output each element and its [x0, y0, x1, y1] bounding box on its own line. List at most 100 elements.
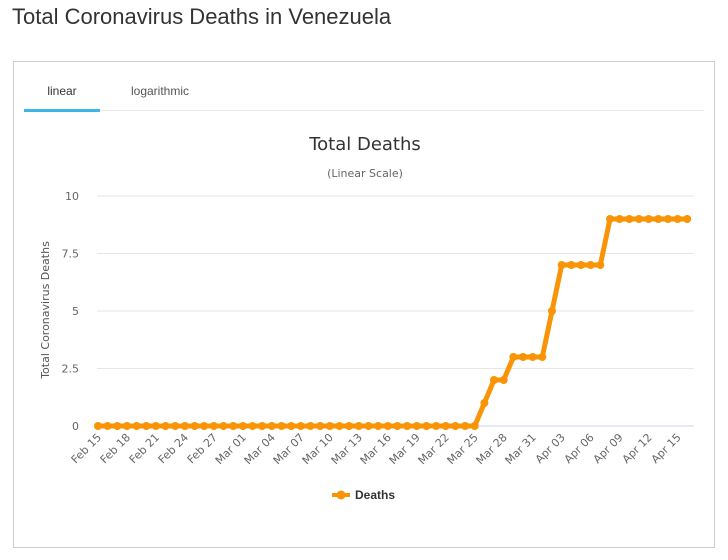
x-tick-label: Feb 18 [98, 431, 133, 466]
data-point[interactable] [403, 422, 412, 430]
data-point[interactable] [557, 261, 566, 269]
data-point[interactable] [528, 353, 537, 361]
data-point[interactable] [142, 422, 151, 430]
x-tick-label: Mar 25 [445, 431, 481, 467]
data-point[interactable] [267, 422, 276, 430]
data-point[interactable] [470, 422, 479, 430]
x-tick-label: Feb 24 [156, 431, 191, 466]
data-point[interactable] [548, 307, 556, 315]
x-tick-label: Mar 22 [416, 431, 452, 467]
data-point[interactable] [258, 422, 267, 430]
x-tick-label: Mar 28 [474, 431, 510, 467]
data-point[interactable] [606, 215, 614, 223]
data-point[interactable] [335, 422, 344, 430]
x-tick-label: Mar 13 [329, 431, 365, 467]
page-title: Total Coronavirus Deaths in Venezuela [12, 4, 392, 29]
data-point[interactable] [663, 215, 672, 223]
y-tick-label: 0 [72, 420, 79, 433]
data-point[interactable] [122, 422, 131, 430]
data-point[interactable] [644, 215, 653, 223]
data-point[interactable] [625, 215, 634, 223]
chart: Total Deaths (Linear Scale) 0 2.5 5 7.5 10 F… [39, 134, 694, 502]
chart-panel: linear logarithmic Total Deaths (Linear … [13, 61, 715, 548]
data-point[interactable] [200, 422, 209, 430]
data-point[interactable] [171, 422, 180, 430]
data-point[interactable] [683, 215, 692, 223]
data-point[interactable] [673, 215, 682, 223]
data-point[interactable] [383, 422, 392, 430]
data-point[interactable] [190, 422, 199, 430]
y-axis-label: Total Coronavirus Deaths [39, 241, 52, 380]
x-tick-label: Mar 31 [503, 431, 539, 467]
data-point[interactable] [432, 422, 441, 430]
data-point[interactable] [596, 261, 605, 269]
data-point[interactable] [499, 376, 508, 384]
data-point[interactable] [654, 215, 663, 223]
data-point[interactable] [209, 422, 218, 430]
data-point[interactable] [577, 261, 585, 269]
data-point[interactable] [296, 422, 305, 430]
data-point[interactable] [316, 422, 325, 430]
data-point[interactable] [113, 422, 122, 430]
data-point[interactable] [451, 422, 460, 430]
y-tick-label: 2.5 [62, 363, 80, 376]
x-tick-label: Apr 06 [562, 431, 597, 466]
data-point[interactable] [586, 261, 595, 269]
x-tick-label: Feb 21 [127, 431, 162, 466]
x-tick-label: Apr 12 [620, 431, 655, 466]
y-tick-label: 7.5 [62, 248, 80, 261]
x-tick-label: Mar 19 [387, 431, 423, 467]
data-point[interactable] [412, 422, 421, 430]
data-point[interactable] [180, 422, 189, 430]
data-point[interactable] [538, 353, 547, 361]
data-point[interactable] [615, 215, 624, 223]
x-tick-label: Apr 15 [649, 431, 684, 466]
data-point[interactable] [229, 422, 238, 430]
data-point[interactable] [151, 422, 160, 430]
grid-lines [97, 195, 694, 427]
x-tick-label: Apr 09 [591, 431, 626, 466]
tab-logarithmic[interactable]: logarithmic [130, 84, 190, 98]
data-point[interactable] [103, 422, 112, 430]
data-point[interactable] [480, 399, 489, 407]
tab-linear[interactable]: linear [24, 62, 100, 112]
legend[interactable]: Deaths [332, 488, 395, 502]
scale-tabs: linear logarithmic [24, 62, 704, 112]
data-point[interactable] [519, 353, 527, 361]
x-tick-label: Feb 15 [69, 431, 104, 466]
x-tick-label: Mar 16 [358, 431, 394, 467]
x-tick-label: Apr 03 [533, 431, 568, 466]
data-point[interactable] [364, 422, 373, 430]
data-point[interactable] [219, 422, 228, 430]
data-point[interactable] [277, 422, 286, 430]
data-point[interactable] [161, 422, 170, 430]
data-point[interactable] [248, 422, 257, 430]
chart-title: Total Deaths [308, 134, 421, 155]
data-point[interactable] [461, 422, 470, 430]
x-tick-label: Mar 04 [242, 431, 278, 467]
x-tick-label: Mar 10 [300, 431, 336, 467]
data-point[interactable] [634, 215, 643, 223]
y-tick-label: 5 [72, 305, 79, 318]
data-point[interactable] [306, 422, 315, 430]
data-point[interactable] [441, 422, 450, 430]
data-point[interactable] [132, 422, 141, 430]
data-point[interactable] [509, 353, 518, 361]
series-line [95, 216, 690, 429]
data-point[interactable] [354, 422, 363, 430]
data-point[interactable] [422, 422, 431, 430]
data-point[interactable] [238, 422, 247, 430]
legend-symbol-marker [336, 490, 346, 500]
data-point[interactable] [345, 422, 354, 430]
data-point[interactable] [567, 261, 576, 269]
x-tick-label: Mar 01 [213, 431, 249, 467]
data-point[interactable] [94, 422, 102, 430]
legend-item-deaths: Deaths [355, 488, 395, 502]
data-point[interactable] [374, 422, 383, 430]
data-point[interactable] [490, 376, 498, 384]
chart-subtitle: (Linear Scale) [327, 167, 403, 180]
data-point[interactable] [393, 422, 402, 430]
data-point[interactable] [325, 422, 334, 430]
data-point[interactable] [287, 422, 296, 430]
